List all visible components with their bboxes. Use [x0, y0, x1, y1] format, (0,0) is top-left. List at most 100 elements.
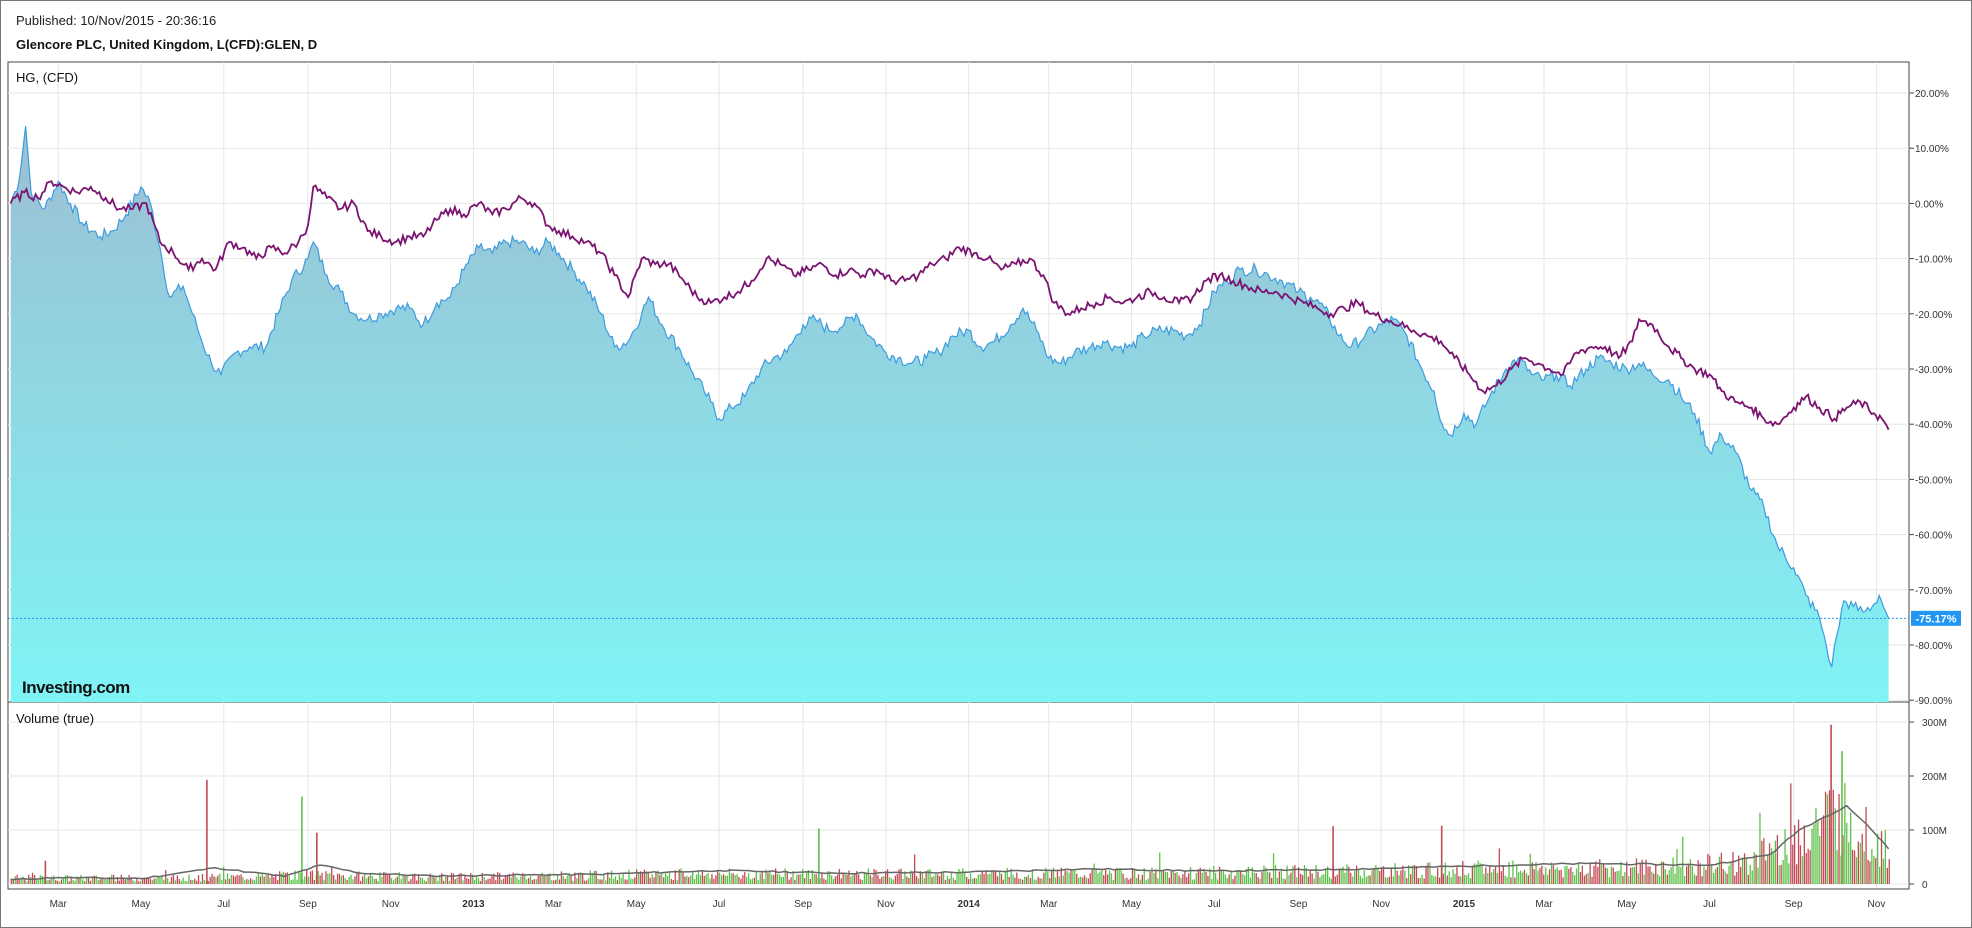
volume-bar	[1875, 858, 1877, 884]
volume-bar-notable	[1841, 751, 1843, 884]
volume-bar	[1330, 879, 1333, 884]
volume-bar	[655, 872, 657, 884]
volume-bar	[192, 880, 194, 884]
volume-bar	[1884, 829, 1886, 884]
volume-bar	[1579, 872, 1582, 884]
volume-bar	[275, 874, 277, 884]
volume-bar	[628, 869, 630, 884]
volume-bar	[365, 878, 368, 884]
volume-bar	[1359, 875, 1362, 884]
volume-bar	[446, 875, 449, 884]
volume-bar	[1672, 857, 1674, 884]
volume-bar	[354, 876, 356, 884]
volume-bar	[1568, 868, 1570, 884]
volume-bar	[1193, 879, 1196, 884]
y-tick-label: -70.00%	[1915, 586, 1952, 597]
volume-bar	[43, 878, 45, 884]
volume-bar	[1857, 841, 1859, 884]
volume-bar	[576, 878, 578, 884]
volume-bar	[1772, 853, 1775, 884]
volume-bar	[1714, 868, 1717, 884]
volume-bar	[1494, 865, 1497, 884]
volume-bar	[1479, 863, 1481, 884]
volume-bar	[1657, 874, 1659, 884]
volume-bar	[1249, 877, 1252, 884]
volume-bar	[26, 881, 28, 884]
volume-bar	[871, 877, 873, 884]
volume-bar	[661, 872, 663, 884]
volume-bar	[1413, 865, 1416, 884]
volume-bar	[1496, 873, 1499, 884]
volume-bar	[763, 878, 765, 884]
volume-bar	[1861, 833, 1863, 884]
volume-bar	[1485, 867, 1487, 884]
volume-bar	[1394, 863, 1396, 884]
volume-bar	[1653, 873, 1655, 884]
volume-bar	[759, 873, 761, 884]
volume-bar	[1240, 870, 1242, 884]
volume-bar	[1402, 865, 1404, 884]
volume-bar	[998, 870, 1001, 884]
volume-bar	[172, 874, 175, 884]
volume-bar	[607, 872, 609, 884]
volume-bar	[1282, 878, 1284, 884]
volume-bar	[1520, 870, 1522, 884]
volume-bar	[1010, 868, 1012, 884]
volume-bar	[912, 872, 914, 884]
volume-bar	[553, 880, 555, 884]
volume-bar	[601, 879, 603, 884]
volume-bar	[522, 873, 524, 884]
volume-bar	[996, 876, 999, 884]
volume-bar	[232, 875, 234, 884]
volume-bar	[1554, 869, 1556, 884]
volume-bar	[389, 875, 391, 884]
volume-bar	[1234, 875, 1236, 884]
volume-bar	[1622, 875, 1624, 884]
volume-bar	[1025, 876, 1028, 884]
volume-bar	[431, 874, 433, 884]
volume-bar	[209, 877, 211, 884]
volume-bar	[599, 879, 601, 884]
volume-bar	[740, 879, 742, 884]
volume-bar	[877, 874, 879, 884]
volume-bar	[902, 878, 904, 884]
volume-bar	[1004, 871, 1006, 884]
volume-bar	[734, 875, 736, 884]
volume-bar	[1518, 871, 1520, 884]
volume-bar	[1757, 867, 1759, 884]
volume-bar	[1344, 872, 1346, 884]
volume-bar	[155, 878, 157, 884]
volume-bar	[680, 868, 682, 884]
volume-bar	[782, 876, 784, 884]
volume-bar	[246, 879, 248, 884]
volume-bar	[1315, 865, 1317, 884]
volume-bar	[18, 878, 20, 884]
volume-bar	[915, 875, 918, 884]
volume-bar	[176, 875, 178, 884]
volume-bar	[528, 878, 530, 884]
x-tick-label: May	[132, 899, 151, 910]
volume-bar	[70, 876, 72, 884]
x-tick-label: Jul	[713, 899, 726, 910]
volume-bar	[138, 881, 140, 884]
volume-bar	[163, 879, 165, 884]
volume-bar	[1713, 872, 1715, 884]
volume-bar	[1051, 870, 1053, 884]
volume-bar	[676, 880, 678, 884]
volume-bar	[1483, 873, 1485, 884]
volume-bar	[196, 880, 198, 884]
volume-bar	[966, 876, 968, 884]
volume-bar	[174, 880, 177, 884]
volume-bar	[454, 879, 456, 884]
volume-bar	[1379, 871, 1381, 884]
volume-bar	[1873, 855, 1875, 884]
x-tick-label: Mar	[1535, 899, 1553, 910]
volume-bar	[1738, 855, 1740, 884]
volume-bar	[1886, 867, 1888, 884]
volume-bar	[1848, 842, 1850, 884]
volume-bar	[311, 870, 314, 884]
volume-bar	[450, 872, 453, 884]
volume-bar-notable	[206, 779, 208, 884]
volume-bar	[1120, 868, 1122, 884]
volume-bar	[823, 878, 825, 884]
